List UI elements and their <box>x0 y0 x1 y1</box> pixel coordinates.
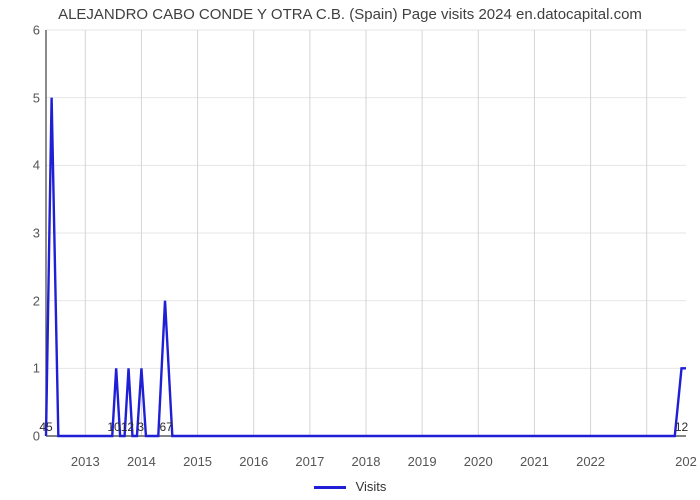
chart-svg <box>46 30 686 436</box>
y-tick-label: 2 <box>26 293 40 308</box>
x-tick-label: 2019 <box>408 454 437 469</box>
x-tick-label: 202 <box>675 454 697 469</box>
x-tick-label: 2016 <box>239 454 268 469</box>
x-tick-label: 2021 <box>520 454 549 469</box>
x-tick-label: 2022 <box>576 454 605 469</box>
x-tick-label: 2018 <box>352 454 381 469</box>
y-tick-label: 3 <box>26 226 40 241</box>
y-tick-label: 5 <box>26 90 40 105</box>
y-tick-label: 6 <box>26 23 40 38</box>
data-label: 67 <box>159 420 172 434</box>
data-label: 45 <box>39 420 52 434</box>
x-tick-label: 2017 <box>295 454 324 469</box>
y-tick-label: 0 <box>26 429 40 444</box>
y-tick-label: 4 <box>26 158 40 173</box>
y-tick-label: 1 <box>26 361 40 376</box>
data-label: 12 <box>675 420 688 434</box>
x-tick-label: 2015 <box>183 454 212 469</box>
plot-area: 0123456 20132014201520162017201820192020… <box>46 30 686 436</box>
legend-label: Visits <box>356 479 387 494</box>
x-tick-label: 2013 <box>71 454 100 469</box>
data-label: 1012 3 <box>107 420 144 434</box>
chart-title: ALEJANDRO CABO CONDE Y OTRA C.B. (Spain)… <box>0 6 700 23</box>
x-tick-label: 2014 <box>127 454 156 469</box>
legend-line <box>314 486 346 489</box>
x-tick-label: 2020 <box>464 454 493 469</box>
legend: Visits <box>0 479 700 494</box>
